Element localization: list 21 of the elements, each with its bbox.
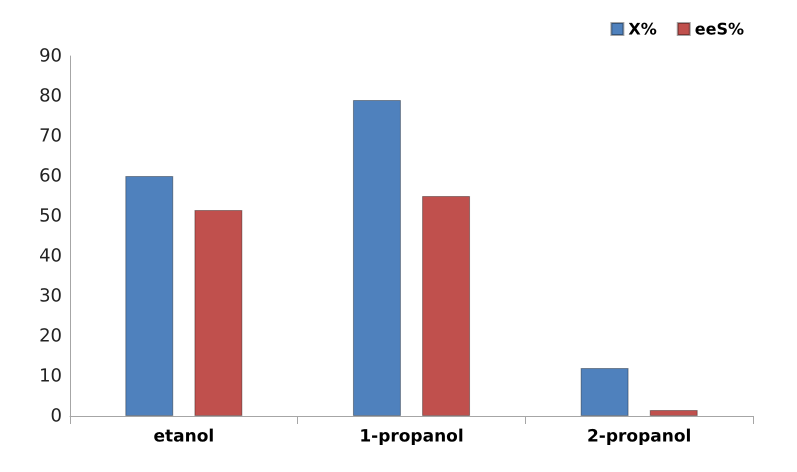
bar: [580, 368, 629, 416]
bar: [422, 196, 470, 416]
legend-label: eeS%: [694, 20, 744, 38]
legend-label: X%: [628, 20, 657, 38]
y-tick-label: 20: [39, 326, 62, 346]
bar: [650, 410, 698, 416]
x-tick-label: 1-propanol: [359, 426, 464, 446]
x-tick-label: 2-propanol: [586, 426, 692, 446]
y-tick-label: 70: [39, 126, 62, 146]
y-tick-label: 40: [39, 246, 62, 266]
y-tick-label: 10: [39, 366, 62, 386]
y-tick-label: 90: [39, 46, 62, 66]
x-tick-label: etanol: [153, 426, 214, 446]
y-tick-label: 0: [50, 406, 62, 426]
bar: [352, 100, 401, 416]
y-tick-label: 80: [39, 86, 62, 106]
bar: [125, 176, 174, 416]
y-tick-label: 50: [39, 206, 62, 226]
y-tick-label: 60: [39, 166, 62, 186]
bar: [194, 210, 242, 416]
y-tick-label: 30: [39, 286, 62, 306]
